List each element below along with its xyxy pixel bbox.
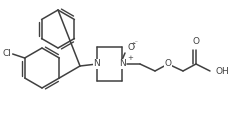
Text: O: O: [193, 37, 199, 46]
Text: OH: OH: [215, 67, 229, 75]
Text: Cl: Cl: [2, 49, 11, 57]
Text: O: O: [127, 43, 134, 53]
Text: N: N: [94, 59, 100, 69]
Text: O: O: [127, 43, 134, 53]
Text: •⁻: •⁻: [132, 40, 139, 45]
Text: N: N: [119, 59, 125, 69]
Text: −: −: [130, 40, 136, 45]
Text: +: +: [127, 55, 133, 61]
Text: O: O: [164, 59, 172, 69]
